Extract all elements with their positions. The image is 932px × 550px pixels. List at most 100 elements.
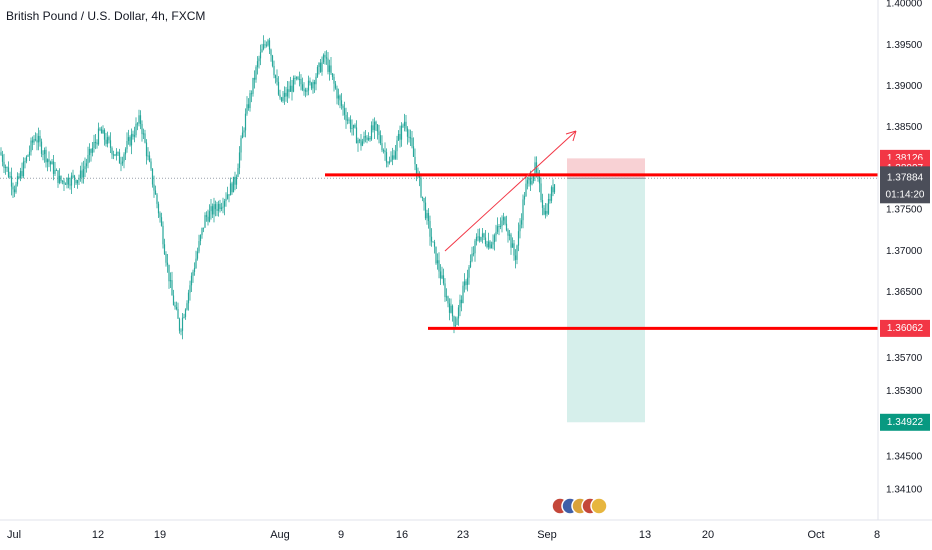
candle-body [319, 62, 322, 72]
candle-body [396, 140, 398, 152]
candle-body [361, 141, 364, 146]
candle-body [480, 236, 482, 241]
candle-body [327, 58, 329, 72]
candle-body [400, 125, 403, 140]
candle-body [198, 241, 200, 252]
candle-body [235, 176, 238, 185]
candle-body [216, 209, 218, 211]
candle-body [348, 119, 350, 121]
candle-body [387, 162, 389, 164]
candle-body [498, 226, 500, 228]
candle-body [501, 220, 503, 227]
candle-body [139, 115, 142, 124]
candle-body [222, 206, 224, 208]
candle-body [448, 303, 451, 313]
candle-body [529, 177, 532, 185]
candle-body [447, 296, 449, 304]
candle-body [186, 303, 188, 310]
candle-body [354, 124, 356, 128]
candle-body [51, 161, 53, 165]
candle-body [141, 123, 143, 135]
candle-body [405, 121, 407, 129]
candle-body [156, 194, 158, 204]
candle-body [436, 260, 439, 264]
candle-body [364, 136, 367, 138]
candle-body [81, 170, 83, 178]
candle-body [61, 180, 64, 182]
candle-body [6, 167, 8, 169]
candle-body [93, 141, 95, 148]
candle-body [90, 149, 92, 153]
candle-body [267, 40, 269, 46]
candle-body [39, 135, 41, 142]
candle-body [502, 217, 505, 221]
candle-body [124, 149, 127, 155]
candle-body [477, 236, 479, 238]
candle-body [526, 180, 529, 184]
candle-body [52, 161, 55, 174]
candle-body [528, 177, 530, 181]
candle-body [303, 89, 305, 91]
candle-body [37, 135, 40, 143]
candle-body [184, 309, 187, 317]
candle-body [144, 133, 146, 143]
candle-body [25, 156, 28, 162]
candle-body [439, 271, 442, 279]
candle-body [42, 153, 44, 155]
candle-body [432, 241, 434, 243]
candle-body [297, 77, 299, 80]
candle-body [355, 127, 358, 144]
candle-body [505, 223, 508, 231]
candle-body [154, 190, 157, 195]
candle-body [172, 295, 175, 306]
candle-body [273, 65, 275, 76]
candle-body [120, 163, 122, 165]
candle-body [253, 77, 256, 80]
candle-body [19, 171, 22, 179]
candle-body [478, 236, 481, 241]
candle-body [349, 119, 352, 129]
candle-body [300, 78, 302, 85]
time-tick-label: 13 [639, 529, 651, 541]
candle-body [553, 184, 556, 193]
candle-body [100, 129, 103, 134]
candle-body [333, 76, 335, 84]
candle-body [382, 150, 385, 152]
candle-body [262, 44, 265, 50]
candle-body [213, 204, 215, 215]
trend-arrow-line[interactable] [444, 130, 577, 252]
candle-body [541, 200, 544, 208]
candle-body [22, 161, 25, 177]
candle-body [121, 161, 124, 164]
candle-body [369, 137, 371, 140]
price-tick-label: 1.39000 [886, 81, 923, 92]
candle-body [103, 129, 106, 140]
trend-arrow-head [565, 130, 577, 142]
candle-body [69, 184, 71, 186]
candle-body [247, 104, 250, 109]
candle-body [376, 124, 379, 132]
candle-body [208, 211, 211, 222]
candle-body [427, 213, 430, 222]
candle-body [196, 251, 199, 259]
candle-body [363, 136, 365, 142]
candle-body [444, 283, 446, 297]
candle-body [378, 131, 380, 136]
candle-body [205, 215, 208, 217]
candle-body [373, 121, 376, 131]
time-tick-label: Jul [7, 529, 21, 541]
candle-body [264, 44, 266, 46]
candle-body [55, 169, 58, 171]
economic-event-flag-icon[interactable] [590, 497, 608, 515]
candle-body [255, 67, 257, 80]
price-tick-label: 1.34100 [886, 485, 923, 496]
candle-body [454, 325, 457, 327]
candle-body [298, 78, 301, 80]
candle-body [288, 89, 290, 92]
candle-body [28, 151, 31, 156]
price-tick-label: 1.40000 [886, 0, 923, 10]
candle-body [276, 77, 278, 82]
candle-body [414, 156, 416, 165]
